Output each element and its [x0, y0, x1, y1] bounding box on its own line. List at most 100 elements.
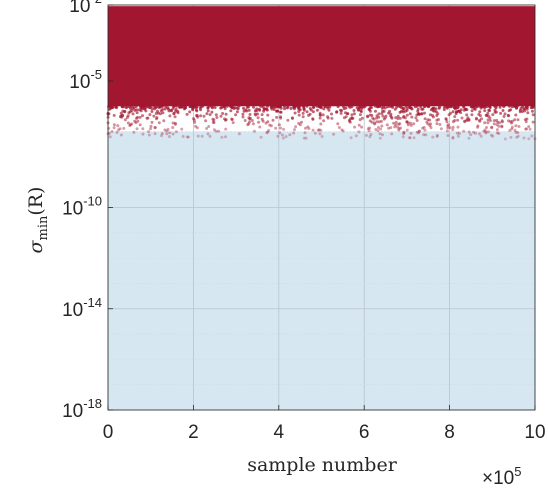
data-point — [423, 128, 427, 132]
data-point — [120, 105, 124, 108]
data-point — [488, 116, 492, 120]
data-point — [186, 135, 190, 139]
data-point — [446, 134, 450, 137]
data-point — [266, 130, 270, 134]
data-point — [313, 131, 317, 135]
data-point — [323, 104, 327, 108]
data-point — [482, 129, 486, 133]
data-point — [527, 137, 531, 141]
data-point — [339, 111, 343, 115]
data-point — [423, 111, 426, 115]
data-point — [188, 110, 192, 114]
data-point — [483, 128, 487, 132]
data-point — [516, 131, 520, 135]
data-point — [208, 113, 212, 117]
data-point — [290, 116, 294, 120]
data-point — [514, 130, 518, 134]
data-point — [153, 132, 157, 136]
data-point — [360, 125, 364, 129]
data-point — [348, 119, 352, 123]
data-point — [377, 104, 381, 108]
data-point — [119, 133, 123, 137]
data-point — [195, 126, 199, 130]
data-point — [478, 119, 482, 123]
y-label-argument: (R) — [25, 187, 47, 216]
y-tick-label: 10-2 — [69, 0, 102, 17]
data-point — [525, 127, 529, 131]
data-point — [507, 114, 511, 118]
data-point — [401, 135, 405, 139]
data-point — [470, 109, 474, 113]
data-point — [292, 107, 296, 111]
data-point — [224, 127, 228, 131]
data-point — [252, 129, 256, 133]
data-point — [397, 122, 401, 126]
data-point — [330, 112, 333, 116]
data-point — [359, 110, 363, 114]
data-point — [168, 131, 172, 135]
data-point — [173, 121, 177, 125]
data-point — [130, 122, 134, 126]
data-point — [269, 105, 273, 109]
data-point — [472, 104, 476, 108]
data-point — [475, 104, 479, 108]
data-point — [250, 119, 254, 122]
data-point — [224, 135, 227, 139]
data-point — [398, 116, 402, 120]
data-point — [503, 112, 507, 116]
data-point — [447, 113, 451, 117]
data-point — [477, 112, 481, 116]
data-point — [147, 105, 151, 109]
data-point — [390, 132, 394, 136]
data-point — [408, 112, 412, 116]
data-point — [354, 134, 358, 138]
data-point — [126, 121, 130, 125]
data-point — [510, 127, 514, 131]
data-point — [405, 128, 409, 132]
data-point — [397, 127, 401, 131]
data-point — [135, 127, 139, 131]
data-point — [297, 113, 301, 117]
data-point — [114, 105, 118, 109]
data-point — [165, 129, 169, 133]
data-point — [172, 104, 176, 108]
data-point — [167, 109, 171, 113]
data-point — [191, 105, 194, 109]
data-point — [215, 116, 219, 119]
data-point — [210, 105, 214, 109]
data-point — [213, 106, 217, 109]
axis-ticks: 0 2 4 6 8 10 10-2 10-5 10-10 10-14 10-18 — [62, 0, 546, 443]
data-point — [279, 110, 283, 114]
data-point — [360, 105, 364, 109]
data-point — [376, 126, 380, 129]
data-point — [208, 134, 212, 138]
data-point — [374, 109, 377, 113]
data-point — [259, 104, 263, 108]
data-point — [275, 115, 279, 119]
data-point — [225, 104, 229, 108]
data-point — [269, 124, 273, 128]
data-point — [224, 112, 228, 116]
data-point — [399, 126, 403, 130]
data-point — [509, 108, 513, 112]
data-point — [480, 117, 483, 121]
data-point — [347, 104, 351, 108]
data-point — [509, 120, 513, 124]
data-point — [253, 109, 257, 113]
data-point — [275, 109, 278, 113]
data-point — [396, 117, 400, 121]
data-point — [451, 135, 455, 139]
data-point — [217, 129, 221, 133]
data-point — [380, 106, 384, 110]
data-point — [335, 110, 339, 114]
data-point — [367, 107, 371, 111]
data-point — [268, 123, 272, 127]
data-point — [498, 121, 502, 125]
x-tick-label: 10 — [524, 422, 545, 443]
data-point — [387, 126, 391, 130]
data-point — [274, 126, 278, 130]
data-point — [340, 128, 344, 132]
data-point — [292, 131, 296, 135]
data-point — [229, 109, 233, 113]
